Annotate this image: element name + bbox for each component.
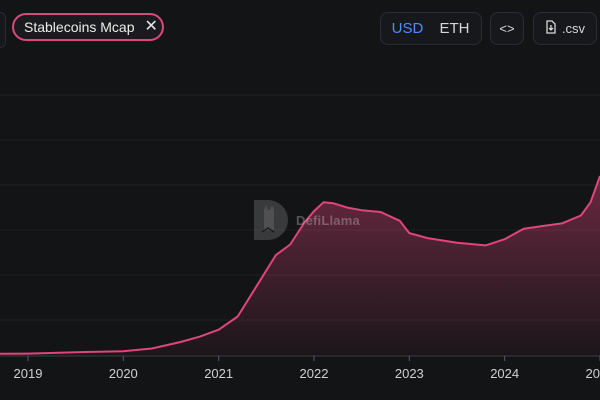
embed-code-button[interactable]: <> bbox=[490, 12, 524, 45]
chip-label: Stablecoins Mcap bbox=[24, 19, 135, 35]
llama-logo-icon bbox=[254, 200, 288, 240]
x-tick-label-2024: 2024 bbox=[490, 366, 519, 381]
watermark-text: DefiLlama bbox=[296, 212, 360, 228]
x-tick-label-2021: 2021 bbox=[204, 366, 233, 381]
x-tick-label-2023: 2023 bbox=[395, 366, 424, 381]
download-file-icon bbox=[545, 20, 557, 37]
eth-toggle-button[interactable]: ETH bbox=[439, 20, 470, 37]
stablecoins-mcap-chip[interactable]: Stablecoins Mcap ✕ bbox=[12, 13, 164, 41]
series-area bbox=[0, 176, 600, 356]
currency-toggle: USD ETH bbox=[380, 12, 482, 45]
usd-toggle-button[interactable]: USD bbox=[391, 20, 424, 37]
x-axis-ticks: 2019 2020 2021 2022 2023 2024 2025 bbox=[14, 356, 600, 381]
csv-label: .csv bbox=[561, 21, 586, 36]
x-tick-label-2020: 2020 bbox=[109, 366, 138, 381]
x-tick-label-2025: 2025 bbox=[586, 366, 600, 381]
x-tick-label-2019: 2019 bbox=[14, 366, 43, 381]
x-tick-label-2022: 2022 bbox=[300, 366, 329, 381]
download-csv-button[interactable]: .csv bbox=[533, 12, 597, 45]
defillama-watermark: DefiLlama bbox=[250, 198, 360, 242]
code-icon: <> bbox=[499, 21, 515, 36]
close-icon[interactable]: ✕ bbox=[144, 18, 158, 35]
series-line bbox=[0, 175, 600, 355]
